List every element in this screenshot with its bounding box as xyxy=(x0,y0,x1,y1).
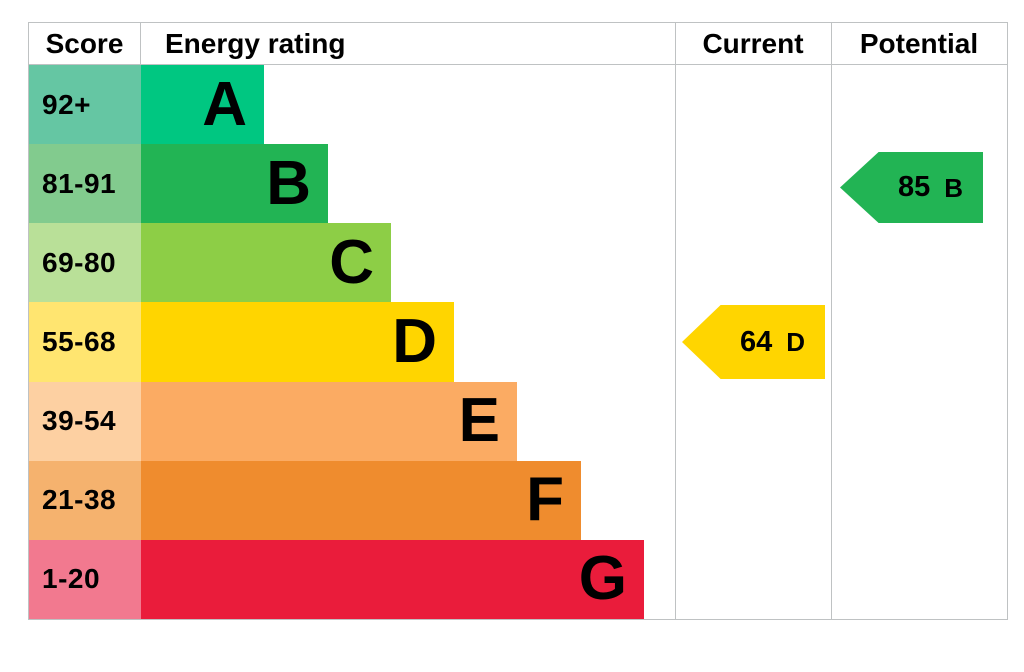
potential-column-divider xyxy=(831,23,832,619)
rating-band-row: 1-20 G xyxy=(29,539,1007,619)
band-bar: E xyxy=(141,381,517,461)
potential-rating-value: 85 xyxy=(897,171,931,203)
rating-band-row: 55-68 D xyxy=(29,302,1007,382)
score-column-header: Score xyxy=(29,23,141,64)
energy-rating-column-header: Energy rating xyxy=(165,27,346,59)
band-score-range: 39-54 xyxy=(29,381,141,461)
band-score-range: 69-80 xyxy=(29,223,141,303)
current-rating-value: 64 xyxy=(739,325,773,358)
rating-band-row: 21-38 F xyxy=(29,460,1007,540)
table-header: Score Energy rating Current Potential xyxy=(29,23,1007,65)
potential-column-header: Potential xyxy=(859,27,979,59)
potential-rating-band: B xyxy=(944,172,964,203)
current-column-header: Current xyxy=(702,27,804,59)
band-bar: F xyxy=(141,460,581,540)
rating-band-row: 39-54 E xyxy=(29,381,1007,461)
band-score-range: 21-38 xyxy=(29,460,141,540)
band-bar: G xyxy=(141,539,644,619)
band-score-range: 55-68 xyxy=(29,302,141,382)
band-score-range: 81-91 xyxy=(29,144,141,224)
band-score-range: 1-20 xyxy=(29,539,141,619)
band-bar: B xyxy=(141,144,328,224)
rating-bands: 92+ A 81-91 B 69-80 C 55-68 D 39-54 E 21… xyxy=(29,65,1007,619)
rating-band-row: 69-80 C xyxy=(29,223,1007,303)
rating-band-row: 81-91 B xyxy=(29,144,1007,224)
rating-band-row: 92+ A xyxy=(29,65,1007,145)
current-rating-band: D xyxy=(786,327,806,357)
band-score-range: 92+ xyxy=(29,65,141,145)
band-bar: C xyxy=(141,223,391,303)
band-bar: A xyxy=(141,65,264,145)
current-column-divider xyxy=(675,23,676,619)
rating-table: Score Energy rating Current Potential 92… xyxy=(28,22,1008,620)
band-bar: D xyxy=(141,302,454,382)
